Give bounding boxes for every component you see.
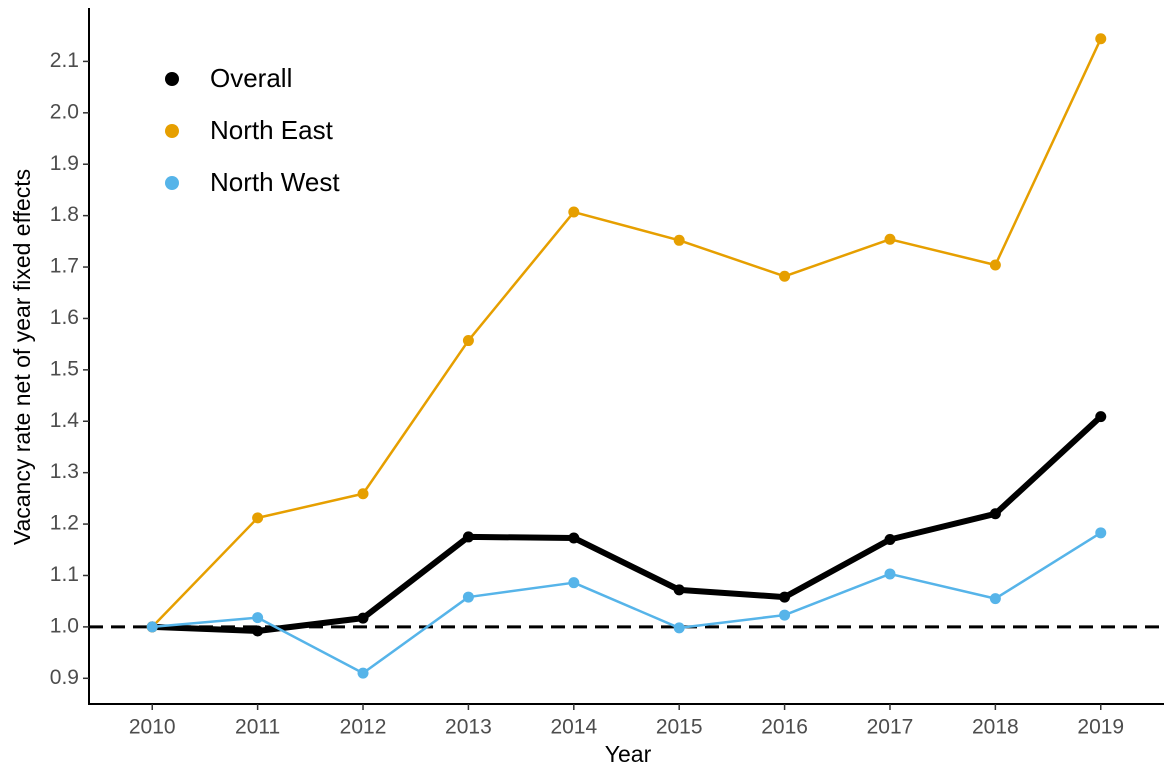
- data-point: [1095, 411, 1107, 423]
- data-point: [989, 508, 1001, 520]
- data-point: [673, 234, 685, 246]
- data-point: [779, 609, 791, 621]
- data-point: [357, 612, 369, 624]
- data-point: [884, 533, 896, 545]
- legend-label: North West: [210, 167, 340, 197]
- legend-marker: [165, 72, 179, 86]
- x-tick-label: 2019: [1077, 716, 1124, 739]
- x-tick-label: 2012: [340, 716, 387, 739]
- data-point: [779, 591, 791, 603]
- x-tick-label: 2015: [656, 716, 703, 739]
- data-point: [1095, 33, 1107, 45]
- data-point: [989, 259, 1001, 271]
- x-tick-label: 2010: [129, 716, 176, 739]
- y-tick-label: 1.6: [50, 306, 79, 329]
- y-tick-label: 2.0: [50, 100, 79, 123]
- data-point: [252, 612, 264, 624]
- data-point: [568, 577, 580, 589]
- y-tick-label: 1.1: [50, 563, 79, 586]
- data-point: [884, 568, 896, 580]
- data-point: [779, 270, 791, 282]
- x-tick-label: 2013: [445, 716, 492, 739]
- x-tick-label: 2017: [867, 716, 914, 739]
- data-point: [146, 621, 158, 633]
- data-point: [989, 593, 1001, 605]
- y-tick-label: 1.2: [50, 512, 79, 535]
- data-point: [252, 512, 264, 524]
- data-point: [252, 625, 264, 637]
- x-axis-title: Year: [605, 741, 652, 767]
- legend-marker: [165, 176, 179, 190]
- data-point: [357, 667, 369, 679]
- y-axis-title: Vacancy rate net of year fixed effects: [9, 169, 35, 545]
- x-tick-label: 2011: [235, 716, 280, 739]
- data-point: [357, 488, 369, 500]
- data-point: [462, 591, 474, 603]
- legend-marker: [165, 124, 179, 138]
- data-point: [1095, 527, 1107, 539]
- data-point: [568, 206, 580, 218]
- y-tick-label: 1.3: [50, 460, 79, 483]
- data-point: [568, 532, 580, 544]
- series-line: [152, 414, 1103, 635]
- y-tick-label: 2.1: [50, 49, 79, 72]
- y-tick-label: 1.5: [50, 357, 79, 380]
- y-tick-label: 1.9: [50, 152, 79, 175]
- y-tick-label: 1.7: [50, 255, 79, 278]
- y-tick-label: 1.4: [50, 409, 80, 432]
- data-point: [673, 622, 685, 634]
- legend-label: Overall: [210, 63, 292, 93]
- series-line: [151, 38, 1102, 628]
- series-line: [152, 531, 1102, 675]
- x-tick-label: 2018: [972, 716, 1019, 739]
- data-point: [884, 233, 896, 245]
- y-tick-label: 0.9: [50, 666, 79, 689]
- data-point: [673, 584, 685, 596]
- data-point: [462, 335, 474, 347]
- x-tick-label: 2016: [761, 716, 808, 739]
- data-point: [462, 531, 474, 543]
- x-tick-label: 2014: [550, 716, 597, 739]
- y-tick-label: 1.8: [50, 203, 79, 226]
- y-tick-label: 1.0: [50, 614, 79, 637]
- legend-label: North East: [210, 115, 334, 145]
